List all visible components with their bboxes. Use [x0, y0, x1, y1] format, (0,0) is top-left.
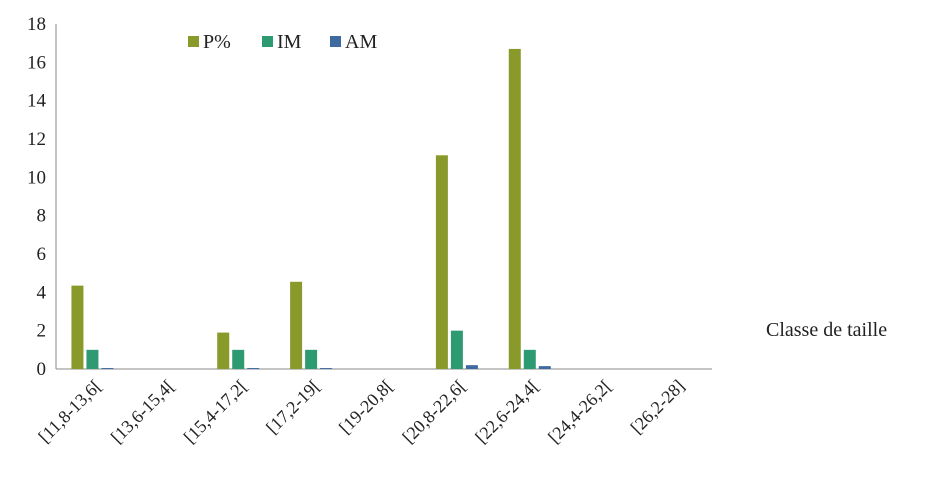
bar: [508, 48, 521, 370]
bar: [247, 368, 260, 369]
bar: [523, 349, 536, 369]
category-label: [20,8-22,6[: [398, 376, 469, 447]
bar: [465, 365, 478, 369]
bar: [86, 349, 99, 369]
bar: [232, 349, 245, 369]
category-labels: [11,8-13,6[[13,6-15,4[[15,4-17,2[[17,2-1…: [34, 376, 688, 447]
bar: [290, 281, 303, 369]
y-tick-label: 16: [27, 52, 46, 73]
bars: [71, 48, 551, 370]
category-label: [17,2-19[: [262, 376, 324, 438]
bar: [435, 155, 448, 369]
legend-label: AM: [345, 31, 377, 53]
bar: [71, 285, 84, 369]
y-tick-label: 8: [37, 206, 47, 227]
legend-label: P%: [203, 31, 231, 53]
category-label: [19-20,8[: [335, 376, 397, 438]
y-tick-label: 10: [27, 167, 46, 188]
legend-swatch: [262, 36, 273, 47]
category-label: [11,8-13,6[: [34, 376, 105, 447]
bar: [305, 349, 318, 369]
x-axis-label: Classe de taille: [766, 319, 887, 341]
bar: [101, 368, 114, 369]
legend-label: IM: [277, 31, 302, 53]
category-label: [26,2-28]: [627, 376, 689, 438]
y-tick-label: 6: [37, 244, 47, 265]
axes: [55, 24, 712, 370]
bar: [450, 330, 463, 369]
legend-swatch: [188, 36, 199, 47]
category-label: [13,6-15,4[: [107, 376, 178, 447]
y-tick-labels: 0 2 4 6 8 10 12 14 16 18: [27, 14, 47, 380]
legend-swatch: [330, 36, 341, 47]
bar: [538, 366, 551, 369]
y-tick-label: 18: [27, 14, 46, 35]
category-label: [24,4-26,2[: [544, 376, 615, 447]
category-label: [15,4-17,2[: [180, 376, 251, 447]
y-tick-label: 4: [37, 282, 47, 303]
bar: [217, 332, 230, 369]
y-tick-label: 12: [27, 129, 46, 150]
y-tick-label: 14: [27, 91, 47, 112]
bar: [320, 368, 333, 369]
category-label: [22,6-24,4[: [471, 376, 542, 447]
y-tick-label: 0: [37, 359, 47, 380]
y-tick-label: 2: [37, 321, 47, 342]
legend: P% IM AM: [188, 31, 377, 53]
